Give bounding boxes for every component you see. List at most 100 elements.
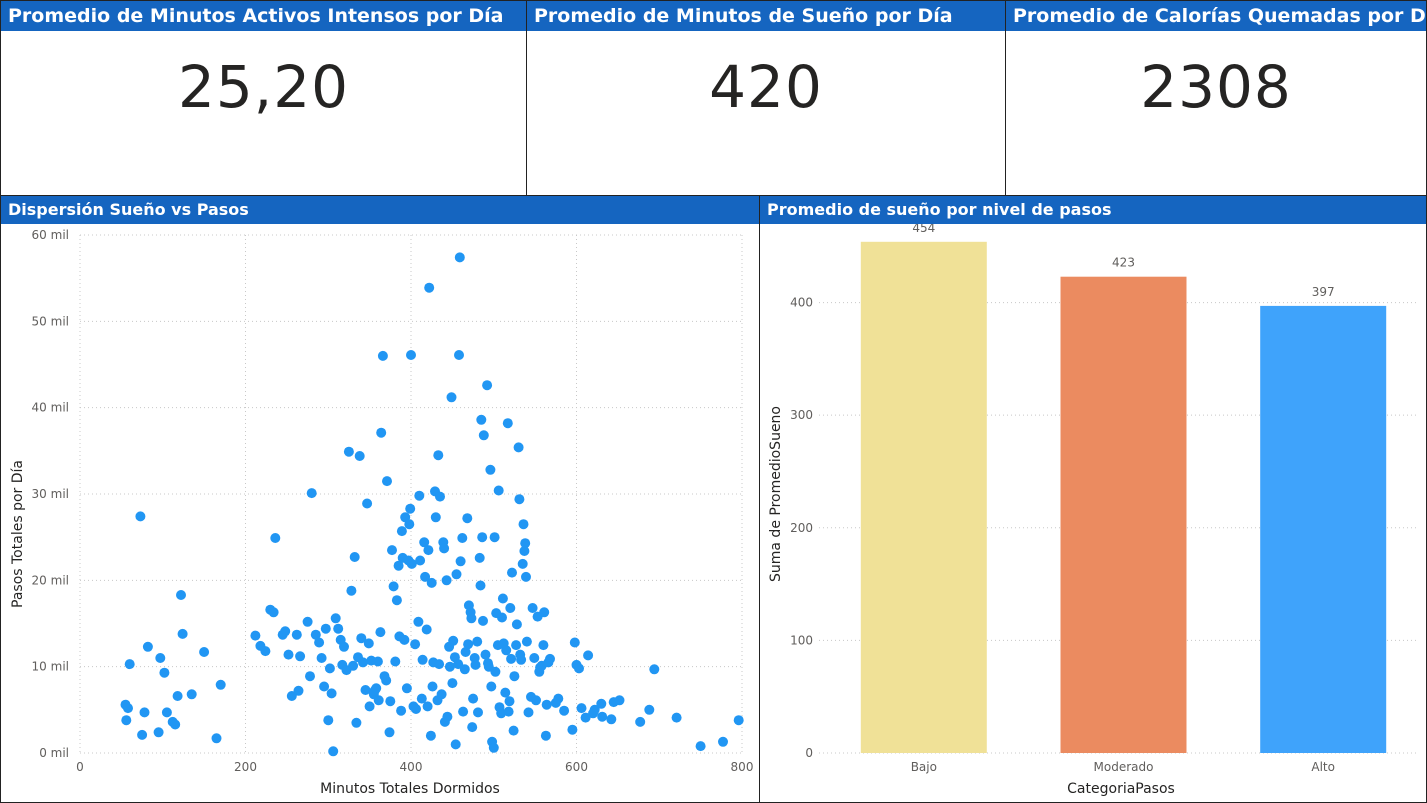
scatter-point: [387, 545, 397, 556]
scatter-point: [305, 671, 315, 682]
scatter-point: [139, 707, 150, 718]
scatter-point: [529, 653, 540, 663]
scatter-point: [268, 607, 279, 618]
scatter-point: [419, 537, 430, 548]
scatter-point: [500, 687, 511, 698]
kpi-title: Promedio de Minutos de Sueño por Día: [527, 1, 1005, 31]
scatter-point: [596, 698, 607, 709]
scatter-point: [457, 533, 468, 543]
scatter-point: [506, 653, 517, 664]
scatter-point: [411, 704, 421, 714]
x-tick-label: 600: [565, 760, 588, 774]
scatter-point: [172, 691, 183, 701]
scatter-point: [413, 616, 424, 627]
scatter-point: [501, 645, 512, 656]
scatter-point: [460, 647, 471, 657]
scatter-point: [733, 715, 744, 726]
scatter-point: [404, 519, 415, 530]
scatter-point: [472, 636, 483, 647]
scatter-point: [330, 613, 341, 624]
scatter-point: [467, 722, 478, 733]
scatter-point: [170, 719, 181, 730]
scatter-point: [333, 623, 344, 634]
y-tick-label: 60 mil: [32, 228, 69, 242]
scatter-point: [490, 666, 501, 677]
scatter-point: [199, 647, 210, 657]
scatter-point: [381, 675, 392, 686]
scatter-point: [473, 707, 483, 718]
scatter-point: [514, 494, 525, 505]
kpi-title: Promedio de Minutos Activos Intensos por…: [1, 1, 526, 31]
scatter-point: [518, 519, 529, 530]
scatter-point: [161, 707, 172, 718]
scatter-point: [454, 350, 464, 360]
scatter-point: [477, 532, 488, 543]
scatter-point: [406, 558, 417, 569]
scatter-point: [521, 571, 531, 582]
scatter-point: [497, 612, 507, 623]
scatter-point: [153, 727, 164, 738]
scatter-point: [520, 538, 531, 549]
scatter-point: [283, 649, 294, 660]
scatter-point: [373, 695, 384, 706]
scatter-point: [435, 491, 445, 502]
y-axis-title: Pasos Totales por Día: [10, 460, 26, 608]
scatter-point: [559, 705, 570, 716]
bar-chart[interactable]: 0 100 200 300 400 454 Bajo 423 Moderado 397 Alto Ca…: [760, 224, 1426, 802]
scatter-point: [360, 685, 371, 695]
scatter-point: [349, 552, 360, 562]
scatter-point: [448, 635, 459, 646]
scatter-point: [416, 693, 427, 704]
scatter-point: [396, 526, 407, 537]
kpi-card-calories: Promedio de Calorías Quemadas por Día 23…: [1005, 0, 1427, 197]
scatter-point: [410, 639, 421, 650]
scatter-point: [489, 532, 500, 543]
kpi-card-intense-minutes: Promedio de Minutos Activos Intensos por…: [0, 0, 527, 197]
scatter-point: [553, 693, 564, 704]
scatter-point: [376, 427, 387, 438]
y-tick-label: 0: [805, 746, 813, 760]
scatter-point: [159, 667, 170, 678]
scatter-point: [328, 746, 339, 757]
scatter-point: [447, 678, 458, 689]
scatter-point: [377, 350, 388, 361]
scatter-point: [306, 488, 317, 499]
y-tick-label: 100: [790, 633, 813, 647]
x-tick-label: 0: [76, 760, 84, 774]
scatter-point: [441, 575, 452, 586]
kpi-card-sleep-minutes: Promedio de Minutos de Sueño por Día 420: [526, 0, 1006, 197]
scatter-point: [519, 546, 530, 556]
x-tick-label: Bajo: [911, 760, 937, 774]
scatter-point: [215, 679, 226, 690]
scatter-point: [480, 649, 491, 660]
scatter-point: [123, 703, 133, 714]
scatter-chart-title: Dispersión Sueño vs Pasos: [1, 196, 760, 224]
scatter-point: [363, 638, 374, 649]
scatter-point: [459, 664, 470, 675]
scatter-point: [466, 613, 477, 624]
scatter-point: [270, 533, 281, 543]
scatter-point: [186, 689, 197, 700]
scatter-point: [427, 681, 438, 692]
scatter-point: [393, 560, 404, 571]
scatter-point: [462, 513, 473, 524]
scatter-point: [399, 634, 410, 645]
scatter-point: [545, 653, 555, 664]
scatter-point: [348, 660, 359, 671]
scatter-point: [430, 512, 441, 523]
scatter-point: [121, 715, 132, 726]
scatter-point: [511, 640, 522, 651]
scatter-point: [574, 663, 584, 674]
scatter-point: [401, 683, 412, 694]
x-tick-label: Moderado: [1094, 760, 1154, 774]
scatter-chart[interactable]: 0 mil 10 mil 20 mil 30 mil 40 mil 50 mil 60 mi…: [1, 224, 760, 802]
scatter-point: [176, 590, 186, 600]
kpi-title: Promedio de Calorías Quemadas por Día: [1006, 1, 1426, 31]
scatter-point: [444, 661, 455, 672]
scatter-point: [422, 701, 433, 712]
scatter-point: [509, 671, 520, 682]
scatter-point: [415, 555, 426, 566]
scatter-point: [420, 571, 431, 582]
scatter-point: [488, 742, 499, 753]
scatter-point: [649, 664, 660, 675]
